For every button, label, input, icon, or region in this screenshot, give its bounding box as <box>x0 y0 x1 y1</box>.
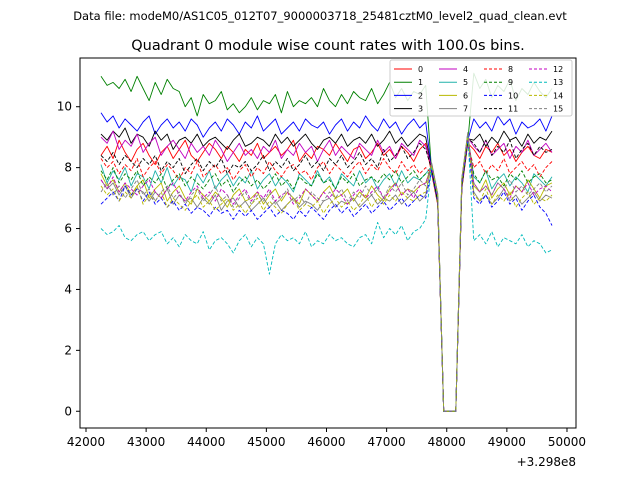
legend-label-6: 6 <box>463 91 468 100</box>
series-line-11 <box>100 138 553 412</box>
chart-title: Quadrant 0 module wise count rates with … <box>131 38 525 54</box>
series-line-12 <box>100 136 553 412</box>
series-line-0 <box>100 139 553 412</box>
series-line-2 <box>100 112 553 412</box>
legend-label-11: 11 <box>508 105 518 114</box>
x-tick-label: 46000 <box>307 435 345 449</box>
legend-label-0: 0 <box>418 65 423 74</box>
x-tick-label: 43000 <box>127 435 165 449</box>
series-line-13 <box>100 135 553 412</box>
legend-label-5: 5 <box>463 78 468 87</box>
y-tick-label: 0 <box>64 404 72 418</box>
series-line-14 <box>100 133 553 412</box>
legend-label-10: 10 <box>508 91 518 100</box>
x-axis-ticks: 42000 43000 44000 45000 46000 47000 48000 49000… <box>67 428 586 449</box>
series-line-9 <box>100 141 553 412</box>
x-offset-label: +3.298e8 <box>517 455 576 469</box>
series-line-7 <box>100 132 553 412</box>
legend-label-7: 7 <box>463 105 468 114</box>
series-line-10 <box>100 139 553 412</box>
x-tick-label: 50000 <box>548 435 586 449</box>
x-tick-label: 45000 <box>247 435 285 449</box>
x-tick-label: 48000 <box>428 435 466 449</box>
series-line-15 <box>100 132 553 412</box>
x-tick-label: 49000 <box>488 435 526 449</box>
legend-label-15: 15 <box>553 105 563 114</box>
data-file-label: Data file: modeM0/AS1C05_012T07_90000037… <box>73 9 567 23</box>
x-tick-label: 47000 <box>368 435 406 449</box>
legend-box <box>389 59 573 117</box>
y-tick-label: 2 <box>64 343 72 357</box>
x-tick-label: 44000 <box>187 435 225 449</box>
plot-series <box>100 72 553 412</box>
plot-frame <box>79 57 577 429</box>
legend-label-14: 14 <box>553 91 563 100</box>
y-tick-label: 8 <box>64 161 72 175</box>
legend-label-13: 13 <box>553 78 563 87</box>
y-tick-label: 4 <box>64 282 72 296</box>
legend-label-1: 1 <box>418 78 423 87</box>
legend-label-12: 12 <box>553 65 563 74</box>
series-line-4 <box>100 130 553 412</box>
legend-label-3: 3 <box>418 105 423 114</box>
y-tick-label: 10 <box>57 100 72 114</box>
legend-label-2: 2 <box>418 91 423 100</box>
series-line-8 <box>100 142 553 412</box>
legend-label-4: 4 <box>463 65 468 74</box>
legend-label-9: 9 <box>508 78 513 87</box>
legend-label-8: 8 <box>508 65 513 74</box>
y-tick-label: 6 <box>64 222 72 236</box>
series-line-5 <box>100 135 553 412</box>
x-tick-label: 42000 <box>67 435 105 449</box>
y-axis-ticks: 0 2 4 6 8 10 <box>57 100 80 418</box>
series-line-6 <box>100 133 553 412</box>
